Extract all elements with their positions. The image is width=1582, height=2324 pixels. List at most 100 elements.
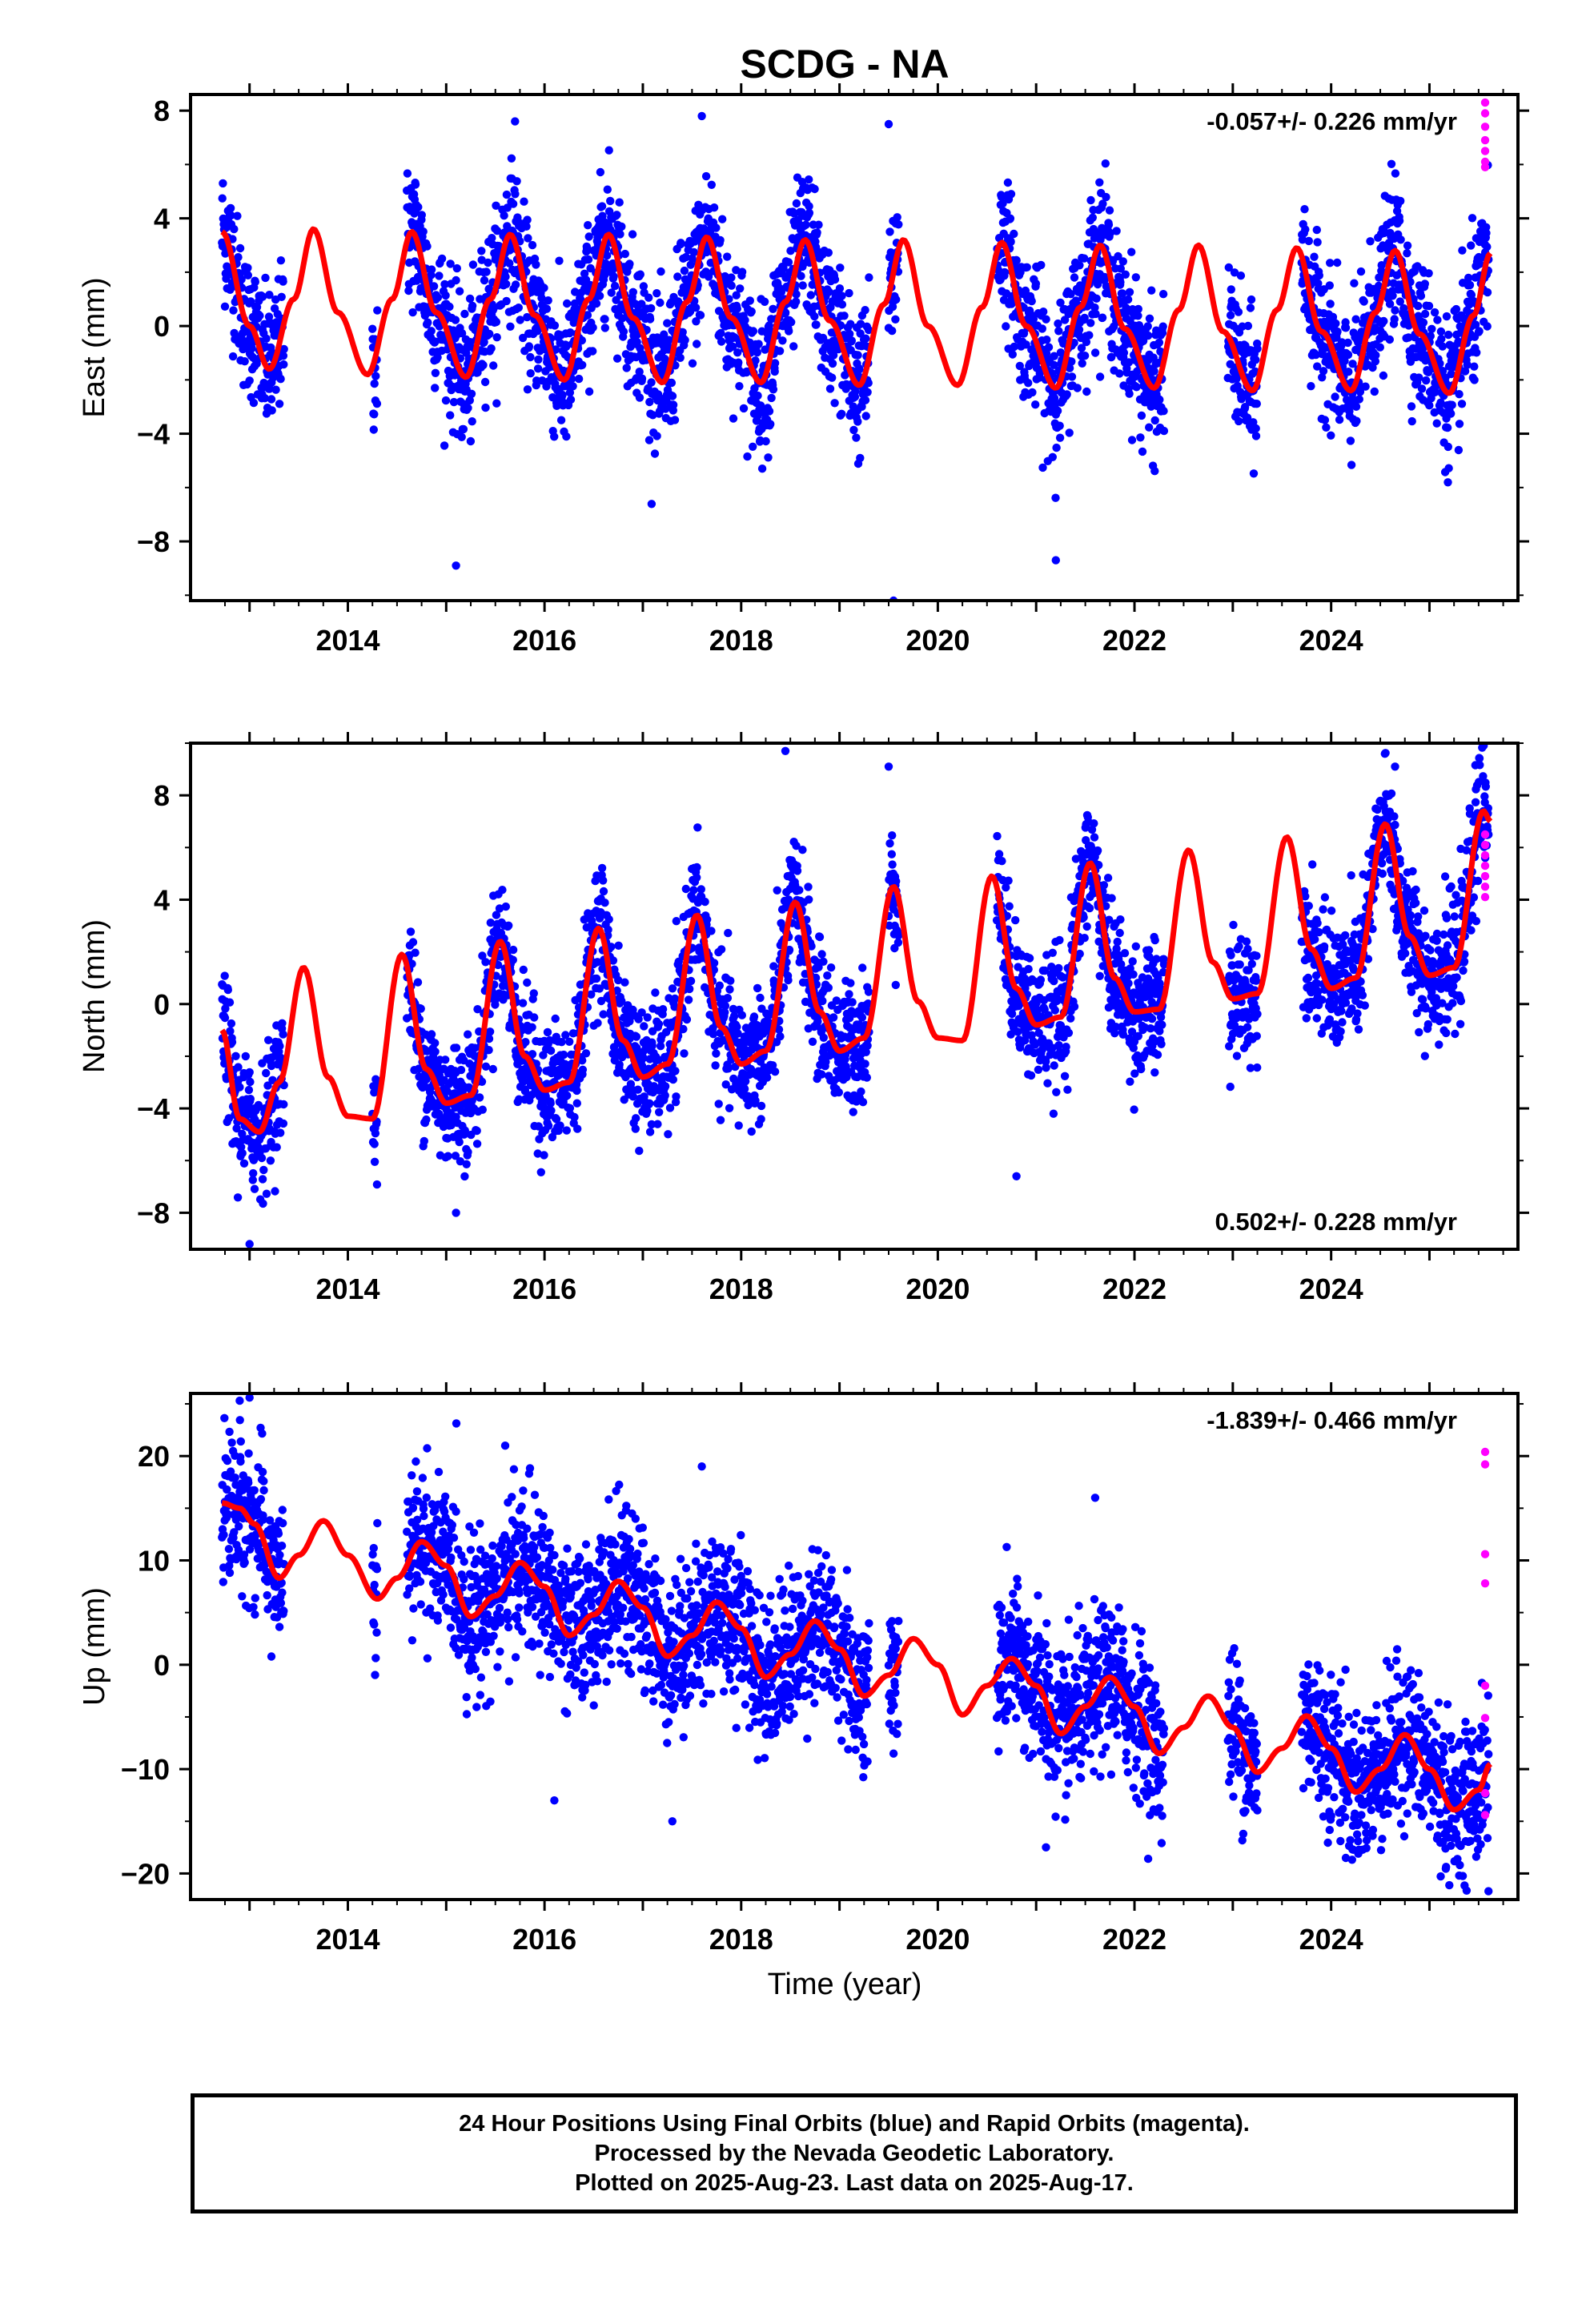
rapid-orbit-point — [1480, 163, 1490, 171]
final-orbit-point — [749, 1012, 759, 1021]
final-orbit-point — [267, 343, 275, 352]
final-orbit-point — [456, 1157, 465, 1166]
data-layer — [218, 743, 1493, 1248]
final-orbit-point — [441, 396, 451, 405]
final-orbit-point — [431, 1039, 440, 1047]
final-orbit-point — [754, 340, 763, 348]
final-orbit-point — [1052, 443, 1061, 452]
final-orbit-point — [861, 412, 870, 420]
x-tick-label: 2016 — [512, 624, 576, 657]
final-orbit-point — [775, 347, 785, 356]
final-orbit-point — [444, 1152, 452, 1160]
final-orbit-point — [888, 326, 897, 336]
final-orbit-point — [228, 352, 238, 361]
final-orbit-point — [449, 397, 459, 407]
final-orbit-point — [1387, 159, 1396, 168]
final-orbit-point — [1022, 340, 1030, 349]
final-orbit-point — [856, 329, 865, 338]
final-orbit-point — [757, 401, 765, 410]
final-orbit-point — [853, 351, 862, 360]
final-orbit-point — [460, 309, 469, 319]
final-orbit-point — [275, 1042, 284, 1051]
final-orbit-point — [1425, 401, 1434, 410]
final-orbit-point — [693, 823, 702, 832]
final-orbit-point — [1112, 227, 1121, 235]
final-orbit-point — [635, 393, 644, 402]
final-orbit-point — [232, 1124, 241, 1133]
final-orbit-point — [861, 306, 869, 315]
final-orbit-point — [861, 334, 870, 343]
final-orbit-point — [670, 994, 680, 1003]
final-orbit-point — [1390, 315, 1399, 324]
final-orbit-point — [433, 353, 442, 362]
y-tick-label: −8 — [137, 1196, 170, 1229]
final-orbit-point — [631, 1124, 640, 1133]
final-orbit-point — [753, 391, 762, 400]
final-orbit-point — [1008, 350, 1018, 359]
final-orbit-point — [721, 1001, 730, 1011]
final-orbit-point — [542, 304, 552, 313]
final-orbit-point — [717, 328, 725, 338]
rapid-orbit-point — [1480, 135, 1490, 145]
final-orbit-point — [464, 404, 472, 412]
final-orbit-point — [682, 1015, 692, 1024]
final-orbit-point — [551, 345, 560, 354]
final-orbit-point — [261, 273, 270, 283]
final-orbit-point — [1067, 372, 1077, 381]
final-orbit-point — [1348, 360, 1357, 368]
x-tick-label: 2014 — [315, 1273, 379, 1305]
final-orbit-point — [767, 393, 776, 403]
final-orbit-point — [891, 315, 900, 324]
final-orbit-point — [262, 334, 271, 343]
final-orbit-point — [668, 984, 677, 993]
final-orbit-point — [1424, 301, 1434, 311]
final-orbit-point — [711, 1061, 720, 1070]
final-orbit-point — [1098, 313, 1107, 322]
final-orbit-point — [1403, 249, 1411, 258]
rapid-orbit-point — [1480, 98, 1490, 107]
final-orbit-point — [478, 951, 487, 960]
final-orbit-point — [600, 315, 609, 324]
final-orbit-point — [861, 396, 870, 404]
final-orbit-point — [1326, 259, 1335, 267]
final-orbit-point — [1131, 273, 1141, 282]
final-orbit-point — [1419, 318, 1428, 327]
final-orbit-point — [656, 298, 665, 308]
final-orbit-point — [654, 1019, 664, 1029]
final-orbit-point — [556, 416, 566, 424]
final-orbit-point — [371, 1129, 380, 1138]
final-orbit-point — [779, 263, 788, 272]
final-orbit-point — [1431, 388, 1440, 396]
final-orbit-point — [492, 201, 500, 210]
final-orbit-point — [243, 263, 252, 272]
final-orbit-point — [776, 1032, 785, 1041]
final-orbit-point — [1418, 345, 1427, 354]
final-orbit-point — [1447, 369, 1456, 379]
final-orbit-point — [1318, 373, 1327, 382]
final-orbit-point — [501, 272, 510, 281]
final-orbit-point — [885, 227, 894, 236]
final-orbit-point — [243, 271, 252, 279]
final-orbit-point — [465, 294, 475, 304]
final-orbit-point — [1115, 369, 1124, 378]
final-orbit-point — [1038, 463, 1047, 472]
final-orbit-point — [372, 1180, 382, 1189]
final-orbit-point — [814, 220, 823, 229]
final-orbit-point — [610, 281, 620, 291]
final-orbit-point — [644, 436, 654, 444]
final-orbit-point — [1102, 192, 1110, 202]
final-orbit-point — [1351, 402, 1361, 411]
final-orbit-point — [370, 410, 379, 419]
final-orbit-point — [424, 318, 432, 327]
final-orbit-point — [276, 1128, 285, 1137]
final-orbit-point — [600, 324, 609, 332]
final-orbit-point — [248, 1176, 257, 1184]
final-orbit-point — [479, 360, 488, 370]
final-orbit-point — [227, 1019, 236, 1028]
final-orbit-point — [578, 1065, 588, 1075]
final-orbit-point — [714, 307, 724, 316]
final-orbit-point — [573, 1124, 582, 1133]
final-orbit-point — [1134, 312, 1142, 320]
final-orbit-point — [427, 265, 436, 274]
final-orbit-point — [828, 359, 837, 368]
